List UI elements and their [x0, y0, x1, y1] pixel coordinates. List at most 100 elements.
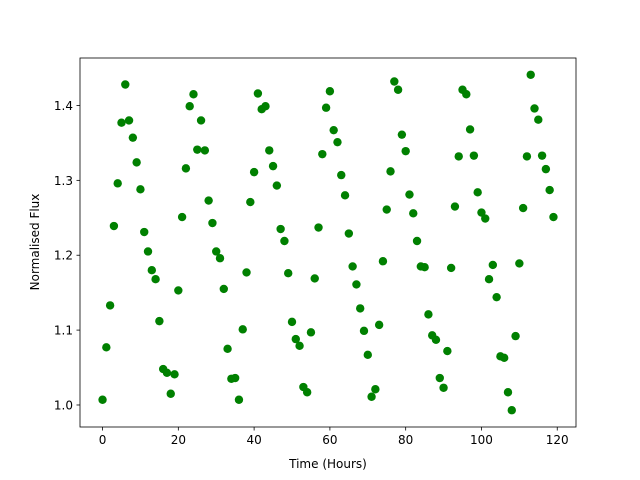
point: [280, 236, 289, 246]
point: [314, 223, 323, 232]
point: [318, 149, 327, 159]
point: [268, 161, 278, 171]
point: [310, 274, 319, 283]
point: [412, 236, 422, 246]
point: [492, 292, 501, 302]
point: [446, 263, 456, 273]
x-tick-label: 60: [322, 433, 337, 447]
point: [386, 167, 395, 176]
point: [162, 368, 172, 377]
point: [261, 102, 270, 111]
point: [302, 388, 312, 397]
point: [393, 85, 403, 94]
point: [291, 334, 300, 344]
point: [378, 257, 388, 266]
point: [238, 325, 247, 334]
point: [549, 212, 558, 222]
point: [333, 137, 342, 147]
point: [170, 370, 179, 379]
point: [469, 151, 479, 160]
point: [249, 167, 259, 177]
point: [329, 125, 338, 135]
point: [215, 254, 225, 263]
y-tick-label: 1.3: [54, 174, 73, 188]
x-axis-label: Time (Hours): [288, 457, 367, 471]
y-axis-label: Normalised Flux: [28, 194, 42, 291]
point: [234, 395, 244, 404]
point: [420, 263, 429, 272]
point: [526, 70, 535, 79]
point: [325, 87, 335, 96]
point: [537, 151, 547, 160]
point: [174, 286, 183, 295]
point: [462, 90, 471, 99]
point: [208, 218, 217, 228]
point: [204, 196, 213, 205]
point: [465, 125, 475, 134]
point: [121, 80, 130, 89]
point: [511, 331, 520, 341]
point: [102, 343, 111, 352]
point: [530, 104, 539, 113]
point: [147, 266, 157, 275]
point: [128, 133, 138, 142]
point: [166, 389, 175, 398]
point: [352, 280, 361, 289]
point: [219, 284, 228, 294]
point: [185, 102, 194, 111]
point: [515, 259, 524, 268]
point: [374, 320, 384, 330]
point: [196, 116, 206, 125]
point: [284, 269, 293, 278]
point: [193, 145, 202, 154]
point: [337, 170, 346, 180]
point: [242, 268, 251, 277]
point: [344, 229, 354, 238]
x-tick-label: 20: [171, 433, 186, 447]
point: [450, 202, 460, 211]
point: [431, 335, 441, 345]
point: [287, 317, 297, 327]
point: [348, 262, 357, 271]
point: [295, 341, 304, 351]
point: [98, 395, 107, 404]
x-tick-label: 40: [246, 433, 261, 447]
point: [212, 247, 221, 256]
point: [140, 227, 149, 237]
plot-frame: [79, 57, 577, 428]
point: [359, 326, 369, 336]
point: [534, 115, 543, 124]
point: [367, 392, 376, 401]
point: [503, 388, 513, 397]
x-tick-label: 0: [99, 433, 107, 447]
point: [253, 89, 263, 98]
y-tick-label: 1.2: [54, 249, 73, 263]
x-tick-label: 100: [470, 433, 493, 447]
point: [230, 373, 240, 383]
point: [435, 373, 444, 383]
point: [105, 301, 115, 310]
point: [276, 224, 285, 234]
point: [113, 179, 122, 188]
point: [363, 350, 372, 360]
point: [155, 316, 164, 326]
y-tick-label: 1.4: [54, 99, 73, 113]
point: [382, 205, 391, 214]
point: [143, 247, 153, 256]
point: [371, 385, 380, 394]
point: [109, 221, 119, 231]
point: [484, 274, 494, 284]
point: [397, 130, 407, 139]
point: [424, 310, 433, 319]
point: [439, 383, 448, 392]
point: [272, 181, 282, 190]
point: [265, 146, 274, 155]
point: [223, 344, 232, 354]
point: [246, 197, 255, 207]
point: [443, 346, 452, 356]
point: [321, 103, 331, 112]
y-tick-label: 1.1: [54, 324, 73, 338]
